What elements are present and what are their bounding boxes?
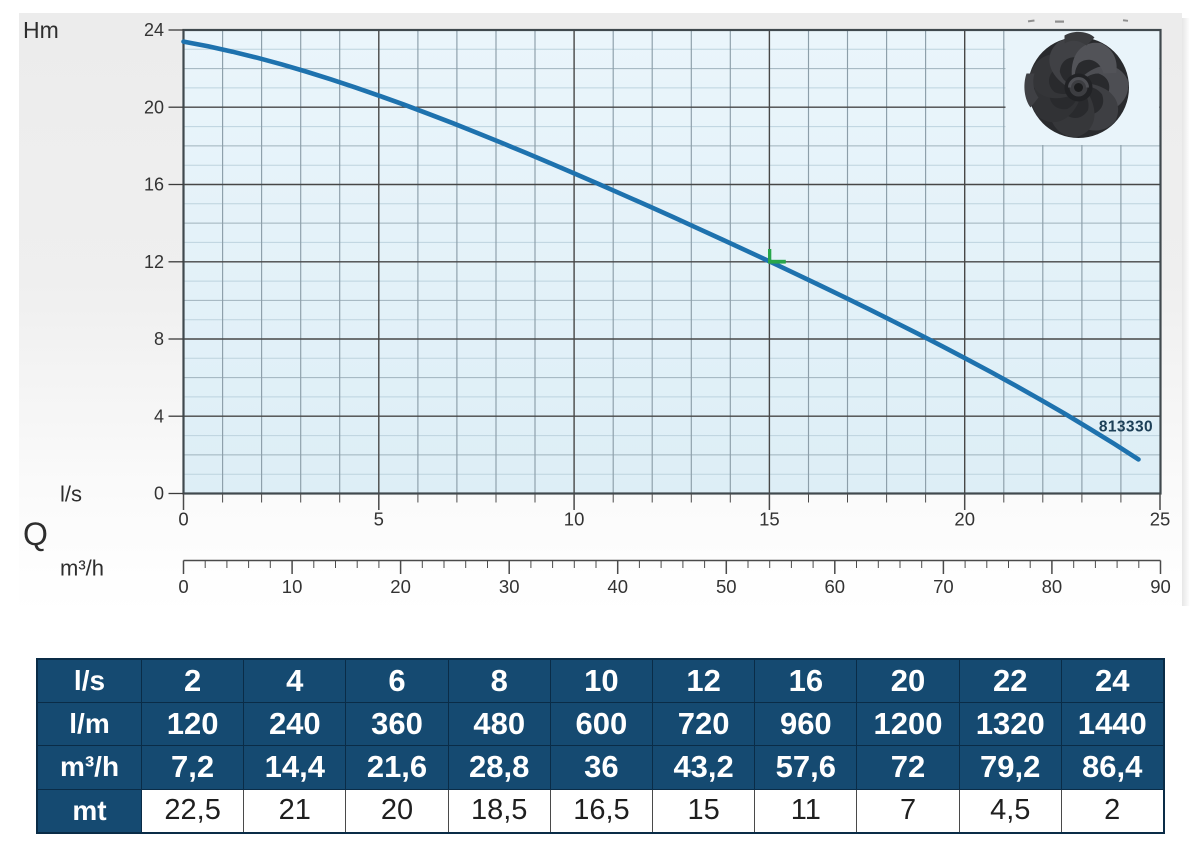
svg-text:l/s: l/s (60, 482, 82, 507)
svg-text:16: 16 (144, 175, 164, 195)
svg-text:50: 50 (716, 576, 737, 597)
svg-text:20: 20 (390, 576, 411, 597)
svg-text:5: 5 (374, 509, 384, 530)
svg-text:15: 15 (759, 509, 780, 530)
svg-text:10: 10 (282, 576, 303, 597)
svg-text:4: 4 (154, 406, 164, 426)
svg-text:m³/h: m³/h (60, 556, 104, 581)
svg-text:0: 0 (178, 576, 188, 597)
svg-text:40: 40 (607, 576, 628, 597)
svg-text:8: 8 (154, 329, 164, 349)
svg-text:80: 80 (1042, 576, 1063, 597)
svg-text:20: 20 (144, 98, 164, 118)
svg-text:90: 90 (1150, 576, 1171, 597)
svg-text:Hm: Hm (23, 17, 59, 43)
svg-text:25: 25 (1150, 509, 1171, 530)
svg-text:0: 0 (178, 509, 188, 530)
svg-text:70: 70 (933, 576, 954, 597)
svg-text:20: 20 (954, 509, 975, 530)
svg-text:0: 0 (154, 484, 164, 504)
svg-text:24: 24 (144, 20, 164, 40)
svg-text:813330: 813330 (1099, 419, 1153, 436)
svg-text:30: 30 (499, 576, 520, 597)
svg-text:60: 60 (825, 576, 846, 597)
svg-text:12: 12 (144, 252, 164, 272)
svg-text:Q: Q (23, 516, 48, 552)
svg-text:10: 10 (564, 509, 585, 530)
